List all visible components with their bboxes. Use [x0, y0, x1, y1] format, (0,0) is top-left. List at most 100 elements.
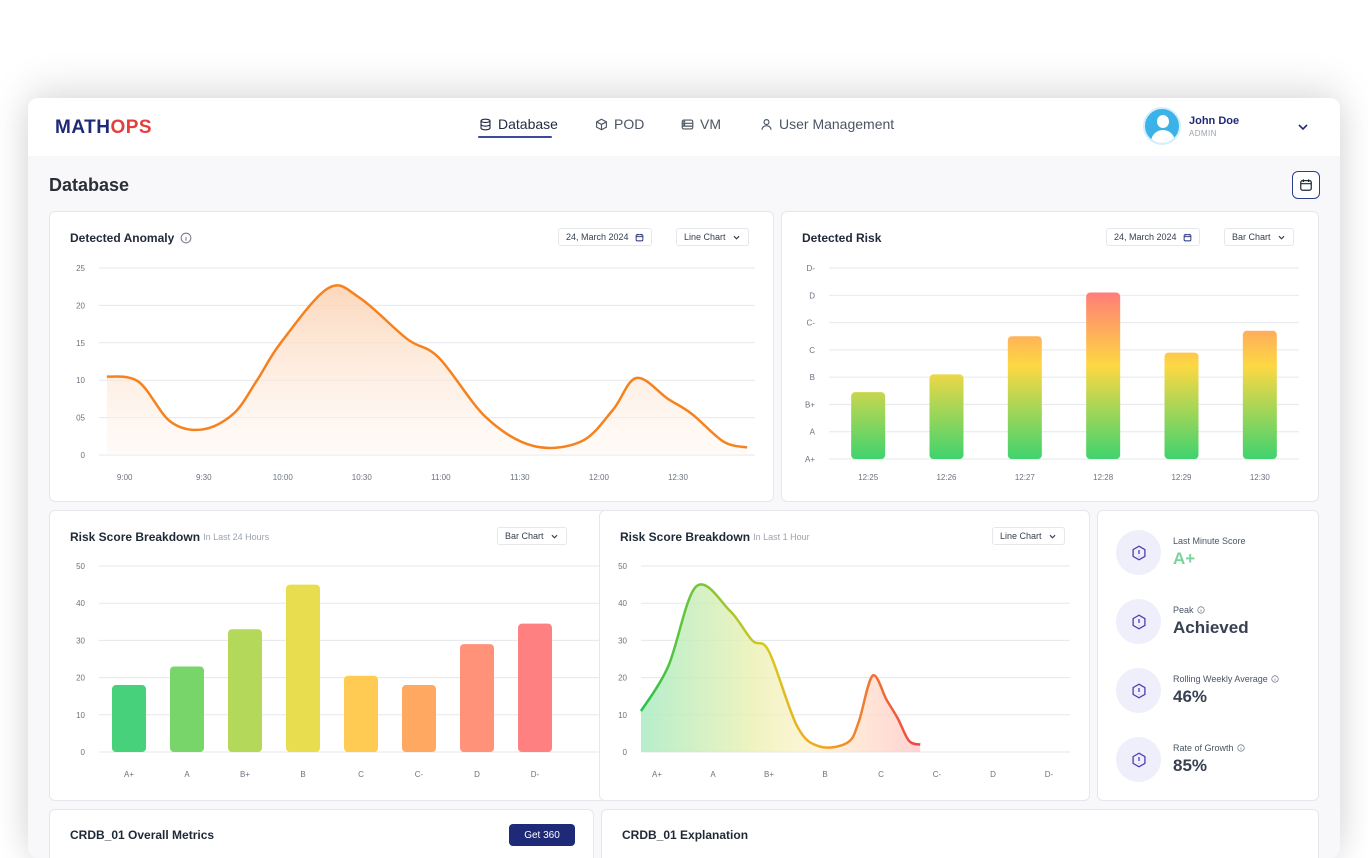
card-title: Risk Score Breakdown In Last 24 Hours [70, 530, 270, 544]
card-score-stats: Last Minute Score A+ Peak Achieved Rolli… [1097, 510, 1319, 801]
card-title: Detected Anomaly [70, 231, 192, 245]
active-tab-indicator [478, 136, 552, 138]
top-navbar: MATHOPS Database POD VM User Management … [28, 98, 1340, 156]
chart-type-select[interactable]: Line Chart [676, 228, 749, 246]
risk-bar[interactable] [929, 374, 964, 459]
user-role: ADMIN [1189, 128, 1217, 138]
y-tick-label: 0 [623, 748, 628, 757]
breakdown-bar[interactable] [402, 685, 436, 752]
chevron-down-icon [551, 534, 557, 539]
card-explanation: CRDB_01 Explanation [601, 809, 1319, 858]
stat-label: Last Minute Score [1173, 536, 1246, 546]
y-tick-label: 40 [76, 599, 85, 608]
card-risk-breakdown-24h: Risk Score Breakdown In Last 24 Hours Ba… [49, 510, 621, 801]
y-tick-label: 40 [618, 599, 627, 608]
breakdown-bar[interactable] [286, 584, 320, 752]
breakdown-bar[interactable] [170, 666, 204, 752]
y-tick-label: 50 [618, 562, 627, 571]
avatar [1143, 107, 1181, 145]
get-360-button[interactable]: Get 360 [509, 824, 575, 846]
x-tick-label: 12:27 [1015, 473, 1036, 482]
date-picker[interactable]: 24, March 2024 [1106, 228, 1200, 246]
nav-label: User Management [779, 116, 895, 132]
user-profile[interactable]: John Doe ADMIN [1143, 107, 1239, 145]
breakdown-bar[interactable] [112, 685, 146, 752]
calendar-icon [1183, 233, 1191, 241]
breakdown-bar[interactable] [228, 629, 262, 752]
risk-bar-chart: A+ A B+ B C C- D D- 12:25 12:26 12:27 12:28 12:29 12:… [805, 264, 1299, 482]
x-tick-label: 10:30 [352, 473, 373, 482]
x-tick-label: D [474, 770, 480, 779]
app-window: MATHOPS Database POD VM User Management … [28, 98, 1340, 858]
y-tick-label: A+ [805, 455, 815, 464]
card-title: CRDB_01 Explanation [622, 828, 749, 842]
stat-icon-wrap [1116, 530, 1161, 575]
risk-bar[interactable] [1164, 352, 1199, 459]
nav-label: VM [700, 116, 721, 132]
nav-item-database[interactable]: Database [479, 116, 558, 132]
stat-label-row: Rolling Weekly Average [1173, 674, 1279, 684]
breakdown-bar[interactable] [344, 675, 378, 752]
y-tick-label: B+ [805, 400, 815, 409]
card-subtitle: In Last 24 Hours [203, 532, 270, 542]
user-name: John Doe [1189, 114, 1240, 127]
y-tick-label: 25 [76, 264, 85, 273]
y-tick-label: 05 [76, 414, 85, 423]
breakdown-line [639, 583, 921, 749]
nav-item-vm[interactable]: VM [681, 116, 721, 132]
card-detected-anomaly: Detected Anomaly 24, March 2024 Line Cha… [49, 211, 774, 502]
info-icon[interactable] [180, 232, 192, 244]
y-tick-label: 50 [76, 562, 85, 571]
card-detected-risk: Detected Risk 24, March 2024 Bar Chart A… [781, 211, 1319, 502]
x-tick-label: D [990, 770, 996, 779]
nav-item-pod[interactable]: POD [595, 116, 644, 132]
breakdown-1h-line-chart: 0 10 20 30 40 50 A+ A B+ B C C- D D- [618, 562, 1070, 779]
x-tick-label: A [710, 770, 716, 779]
brand-logo[interactable]: MATHOPS [55, 117, 153, 138]
chevron-down-icon[interactable] [1296, 120, 1310, 134]
stat-icon-wrap [1116, 599, 1161, 644]
anomaly-line-chart: 0 05 10 15 20 25 9:00 9:30 10:00 10:30 11:00 11:30 1… [76, 264, 755, 482]
y-tick-label: D- [807, 264, 816, 273]
y-tick-label: 30 [76, 636, 85, 645]
x-tick-label: A [184, 770, 190, 779]
x-tick-label: D- [1045, 770, 1054, 779]
breakdown-area [641, 584, 921, 752]
x-tick-label: D- [531, 770, 540, 779]
x-tick-label: 12:25 [858, 473, 879, 482]
chart-type-select[interactable]: Bar Chart [1224, 228, 1294, 246]
date-picker[interactable]: 24, March 2024 [558, 228, 652, 246]
y-tick-label: A [810, 428, 816, 437]
y-tick-label: C [809, 346, 815, 355]
alert-hexagon-icon [1131, 751, 1146, 768]
chart-type-select[interactable]: Bar Chart [497, 527, 567, 545]
x-tick-label: B [822, 770, 827, 779]
breakdown-24h-bar-chart: 0 10 20 30 40 50 A+ A B+ B C C- D D- [76, 562, 601, 779]
risk-bar[interactable] [851, 392, 886, 459]
chevron-down-icon [1278, 235, 1284, 240]
calendar-icon [635, 233, 643, 241]
breakdown-bar[interactable] [460, 644, 494, 752]
chart-type-select[interactable]: Line Chart [992, 527, 1065, 545]
info-icon[interactable] [1196, 606, 1205, 614]
info-icon[interactable] [1271, 675, 1279, 683]
x-tick-label: A+ [652, 770, 662, 779]
y-tick-label: 20 [76, 674, 85, 683]
risk-bar[interactable] [1242, 330, 1277, 459]
calendar-button[interactable] [1292, 171, 1320, 199]
risk-bar[interactable] [1086, 292, 1121, 459]
info-icon[interactable] [1236, 744, 1245, 752]
nav-item-user-management[interactable]: User Management [760, 116, 894, 132]
stat-value: 85% [1173, 756, 1208, 775]
stat-rolling-weekly-average: Rolling Weekly Average 46% [1116, 668, 1279, 713]
alert-hexagon-icon [1131, 544, 1146, 561]
risk-bar[interactable] [1007, 336, 1042, 459]
x-tick-label: C [878, 770, 884, 779]
stat-label-row: Rate of Growth [1173, 743, 1245, 753]
stat-label-row: Peak [1173, 605, 1249, 615]
y-tick-label: B [810, 373, 815, 382]
x-tick-label: 10:00 [273, 473, 294, 482]
stat-rate-of-growth: Rate of Growth 85% [1116, 737, 1245, 782]
breakdown-bar[interactable] [518, 623, 552, 752]
y-tick-label: 0 [81, 748, 86, 757]
